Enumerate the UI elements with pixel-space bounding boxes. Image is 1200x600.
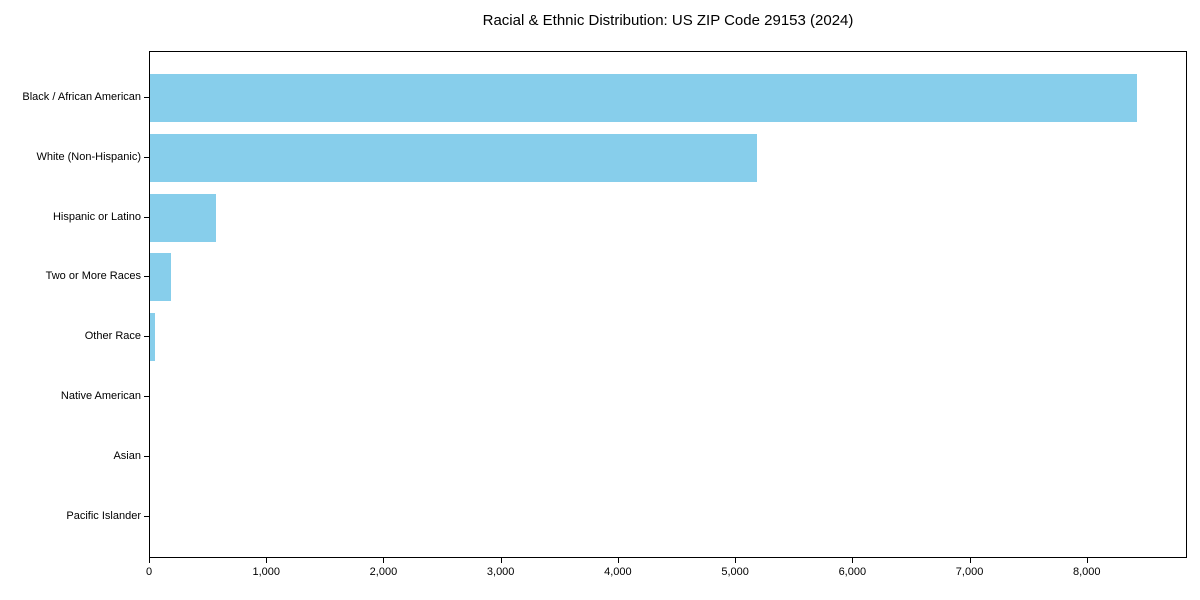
- x-tick: [500, 558, 502, 563]
- y-tick-label-two-or-more-races: Two or More Races: [45, 270, 141, 283]
- bar-hispanic-or-latino: [150, 193, 217, 242]
- y-tick: [144, 97, 149, 98]
- bar-black-african-american: [150, 74, 1137, 122]
- y-tick: [144, 396, 149, 397]
- x-tick-label-2-000: 2,000: [369, 566, 398, 578]
- x-tick: [852, 558, 854, 563]
- bar-white-non-hispanic: [150, 133, 758, 182]
- x-tick: [969, 558, 971, 563]
- y-tick-label-other-race: Other Race: [84, 330, 141, 343]
- x-tick: [383, 558, 385, 563]
- y-tick-label-asian: Asian: [113, 449, 141, 462]
- y-tick: [144, 336, 149, 338]
- x-tick-label-0: 0: [145, 566, 153, 578]
- y-tick-label-hispanic-or-latino: Hispanic or Latino: [52, 210, 141, 223]
- y-tick-label-black-african-american: Black / African American: [22, 91, 141, 103]
- y-tick-label-white-non-hispanic: White (Non-Hispanic): [36, 150, 141, 163]
- plot-area: [149, 51, 1187, 558]
- x-tick-label-3-000: 3,000: [486, 566, 515, 578]
- x-tick-label-7-000: 7,000: [955, 566, 984, 578]
- x-tick-label-4-000: 4,000: [604, 566, 632, 578]
- y-tick: [144, 515, 149, 517]
- bar-two-or-more-races: [150, 253, 172, 302]
- y-tick: [144, 276, 149, 278]
- x-tick: [735, 558, 737, 563]
- bar-other-race: [150, 313, 155, 362]
- x-tick-label-1-000: 1,000: [252, 566, 280, 578]
- x-tick: [149, 558, 150, 563]
- x-tick: [266, 558, 268, 563]
- y-tick: [144, 216, 149, 218]
- chart-title: Racial & Ethnic Distribution: US ZIP Cod…: [482, 12, 854, 29]
- y-tick-label-pacific-islander: Pacific Islander: [66, 509, 141, 522]
- y-tick: [144, 455, 149, 457]
- x-tick-label-8-000: 8,000: [1073, 566, 1101, 578]
- x-tick-label-6-000: 6,000: [838, 566, 867, 578]
- y-tick: [144, 156, 149, 158]
- x-tick: [1086, 558, 1088, 563]
- x-tick: [617, 558, 619, 563]
- y-tick-label-native-american: Native American: [60, 390, 141, 402]
- x-tick-label-5-000: 5,000: [721, 566, 749, 578]
